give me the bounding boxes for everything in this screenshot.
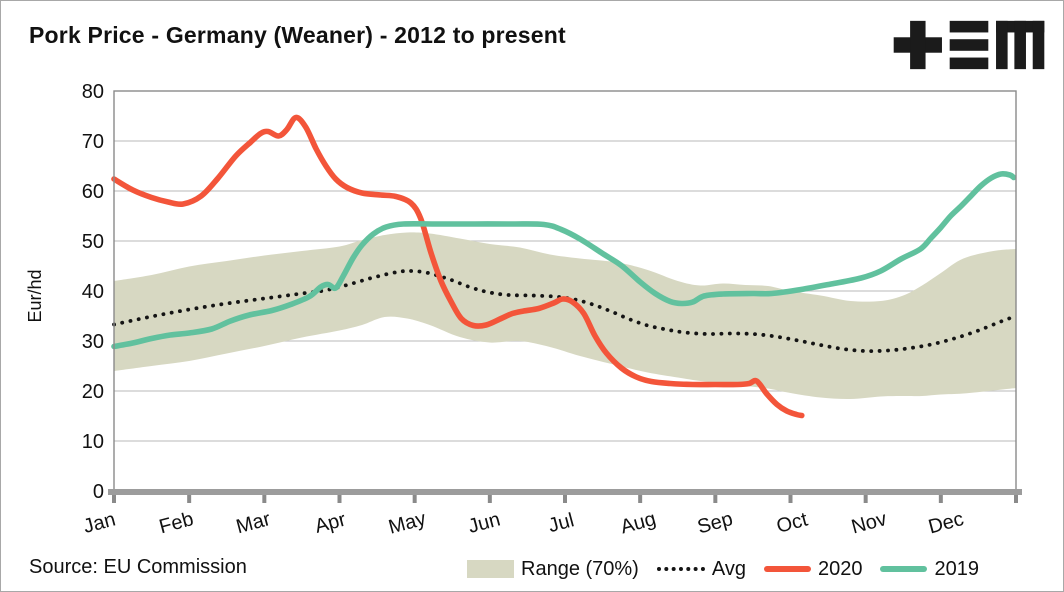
logo-m-leg3 — [1032, 20, 1045, 70]
logo-bar-bottom — [949, 57, 989, 70]
legend-item-range: Range (70%) — [467, 558, 639, 581]
x-month-label-Feb: Feb — [157, 508, 196, 538]
x-month-label-Apr: Apr — [312, 508, 348, 537]
logo-m-leg2 — [1014, 20, 1026, 70]
range-band-swatch — [467, 560, 514, 578]
series-group — [111, 114, 1018, 419]
y-tick-label-10: 10 — [82, 431, 104, 453]
legend-label-2020: 2020 — [817, 557, 863, 580]
chart-title: Pork Price - Germany (Weaner) - 2012 to … — [29, 22, 566, 48]
x-axis-tick — [487, 495, 492, 503]
x-axis-tick — [788, 495, 793, 503]
x-axis-tick — [1014, 495, 1018, 503]
legend-label-2019: 2019 — [934, 557, 979, 580]
y-tick-label-20: 20 — [82, 381, 104, 403]
tem-logo-icon — [893, 20, 1045, 70]
x-axis-tick — [938, 495, 943, 503]
line-2020-swatch — [763, 566, 811, 572]
logo-m-leg1 — [996, 20, 1008, 70]
logo-bar-top — [949, 20, 989, 33]
y-tick-label-0: 0 — [93, 481, 104, 503]
line-avg — [112, 269, 1018, 353]
x-month-label-Jul: Jul — [546, 509, 576, 537]
avg-dotted-swatch — [656, 567, 705, 571]
x-axis-tick — [412, 495, 417, 503]
range-band-area — [114, 232, 1016, 400]
x-axis-tick — [337, 495, 342, 503]
legend-label-range: Range (70%) — [521, 557, 639, 580]
y-tick-label-50: 50 — [82, 231, 104, 253]
logo-plus-vbar — [910, 20, 926, 70]
y-tick-label-70: 70 — [82, 131, 104, 153]
x-axis-tick — [262, 495, 267, 503]
x-axis-tick — [713, 495, 718, 503]
x-axis-tick — [112, 495, 116, 503]
legend-item-2020: 2020 — [763, 557, 863, 581]
line-2020 — [111, 114, 805, 419]
line-2019-swatch — [880, 566, 928, 572]
x-month-label-Sep: Sep — [695, 508, 735, 538]
x-month-label-Jun: Jun — [466, 508, 503, 538]
x-axis-tick — [638, 495, 643, 503]
source-note: Source: EU Commission — [29, 556, 247, 578]
legend: Range (70%) Avg 2020 2019 — [467, 557, 979, 581]
y-tick-label-80: 80 — [82, 81, 104, 103]
y-tick-label-40: 40 — [82, 281, 104, 303]
x-month-label-Aug: Aug — [618, 508, 658, 538]
legend-item-2019: 2019 — [880, 558, 979, 581]
x-month-label-Dec: Dec — [926, 508, 966, 538]
x-axis-tick — [863, 495, 868, 503]
y-tick-label-30: 30 — [82, 331, 104, 353]
x-axis-bar — [108, 489, 1022, 495]
line-2019 — [111, 171, 1017, 350]
logo-bar-mid — [949, 39, 989, 51]
x-axis-tick — [563, 495, 567, 503]
x-month-label-Oct: Oct — [774, 508, 810, 537]
y-tick-label-60: 60 — [82, 181, 104, 203]
x-month-label-Jan: Jan — [81, 508, 118, 538]
legend-item-avg: Avg — [656, 557, 746, 581]
x-axis-tick — [187, 495, 192, 503]
legend-label-avg: Avg — [711, 557, 746, 580]
x-month-label-Mar: Mar — [234, 508, 273, 538]
x-month-label-May: May — [386, 508, 428, 539]
x-month-label-Nov: Nov — [849, 508, 889, 538]
